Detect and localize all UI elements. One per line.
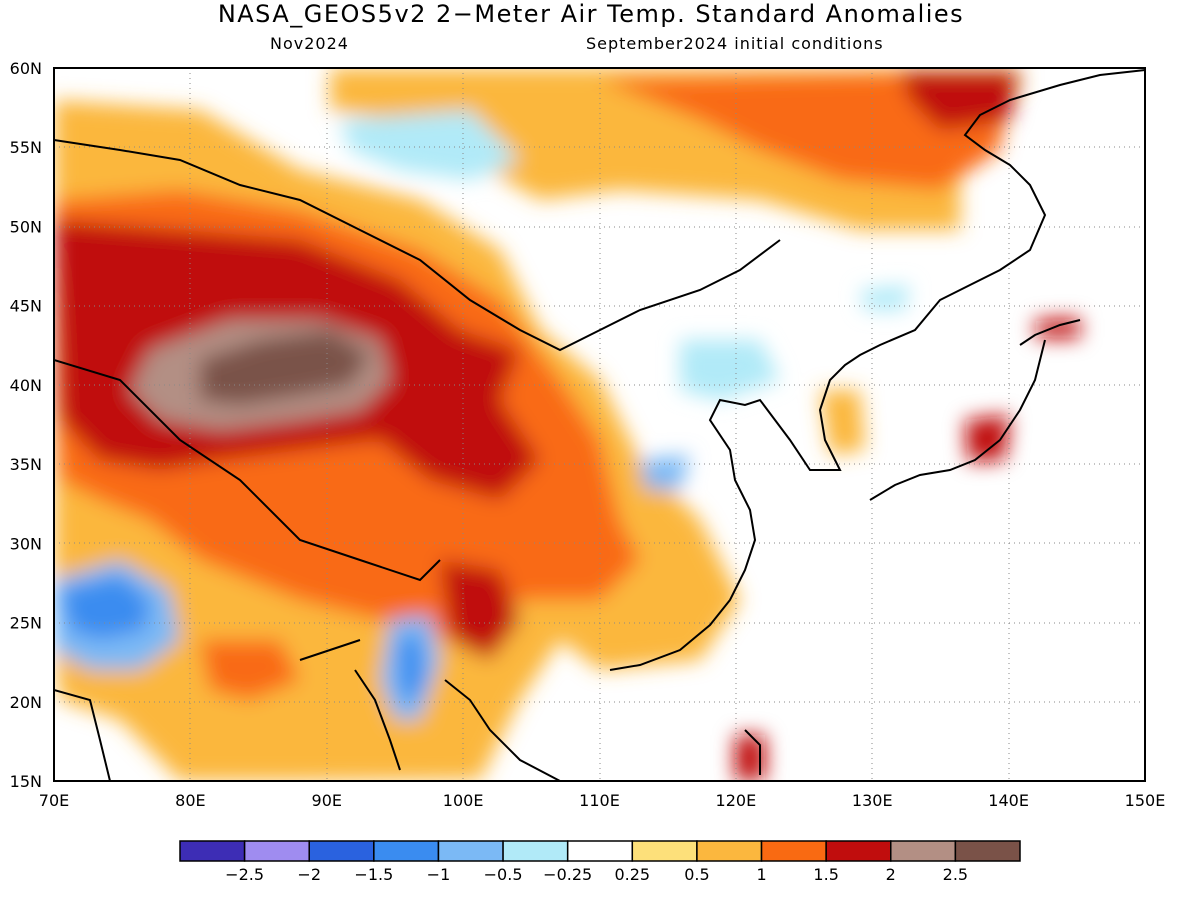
chart-title: NASA_GEOS5v2 2−Meter Air Temp. Standard …	[217, 0, 965, 28]
colorbar-swatch	[566, 840, 634, 862]
colorbar-tick-label: −2.5	[225, 865, 264, 884]
lat-label: 30N	[10, 534, 42, 553]
colorbar-labels: −2.5 −2 −1.5 −1 −0.5 −0.25 0.25 0.5 1 1.5 2 2.5	[225, 865, 968, 884]
colorbar-tick-label: 0.5	[684, 865, 709, 884]
colorbar-swatch	[760, 840, 827, 862]
colorbar-swatch	[179, 840, 246, 862]
colorbar-swatch	[631, 840, 698, 862]
colorbar-swatch	[825, 840, 892, 862]
colorbar-tick-label: −1	[427, 865, 451, 884]
lon-label: 110E	[579, 791, 620, 810]
lon-label: 120E	[716, 791, 757, 810]
colorbar-swatch	[308, 840, 375, 862]
colorbar-swatch	[502, 840, 569, 862]
lat-label: 35N	[10, 455, 42, 474]
colorbar-tick-label: 2	[886, 865, 896, 884]
lon-label: 140E	[988, 791, 1029, 810]
lon-label: 100E	[443, 791, 484, 810]
lon-label: 130E	[852, 791, 893, 810]
colorbar-tick-label: 1	[756, 865, 766, 884]
colorbar-tick-label: −0.5	[484, 865, 523, 884]
longitude-labels: 70E 80E 90E 100E 110E 120E 130E 140E 150E	[39, 791, 1166, 810]
colorbar-swatch	[890, 840, 957, 862]
colorbar-tick-label: −2	[297, 865, 321, 884]
coastlines	[54, 69, 1145, 781]
lon-label: 80E	[175, 791, 205, 810]
forecast-month: Nov2024	[270, 34, 349, 53]
colorbar-swatch	[243, 840, 310, 862]
gridlines	[54, 68, 1145, 781]
initial-conditions-label: September2024 initial conditions	[586, 34, 884, 53]
colorbar-swatch	[954, 840, 1021, 862]
colorbar	[179, 840, 1021, 862]
colorbar-swatch	[373, 840, 440, 862]
lat-label: 60N	[10, 59, 42, 78]
map-frame	[53, 67, 1146, 782]
lon-label: 70E	[39, 791, 69, 810]
latitude-labels: 60N 55N 50N 45N 40N 35N 30N 25N 20N 15N	[10, 59, 42, 791]
anomaly-field	[54, 68, 1145, 781]
colorbar-swatch	[696, 840, 763, 862]
lat-label: 40N	[10, 376, 42, 395]
lat-label: 20N	[10, 693, 42, 712]
colorbar-swatch	[437, 840, 504, 862]
colorbar-tick-label: 0.25	[614, 865, 650, 884]
lat-label: 55N	[10, 138, 42, 157]
lat-label: 15N	[10, 772, 42, 791]
lat-label: 50N	[10, 217, 42, 236]
colorbar-tick-label: −1.5	[354, 865, 393, 884]
colorbar-tick-label: −0.25	[543, 865, 592, 884]
lon-label: 90E	[312, 791, 342, 810]
lon-label: 150E	[1125, 791, 1166, 810]
lat-label: 25N	[10, 614, 42, 633]
colorbar-tick-label: 2.5	[943, 865, 968, 884]
colorbar-tick-label: 1.5	[813, 865, 838, 884]
lat-label: 45N	[10, 297, 42, 316]
